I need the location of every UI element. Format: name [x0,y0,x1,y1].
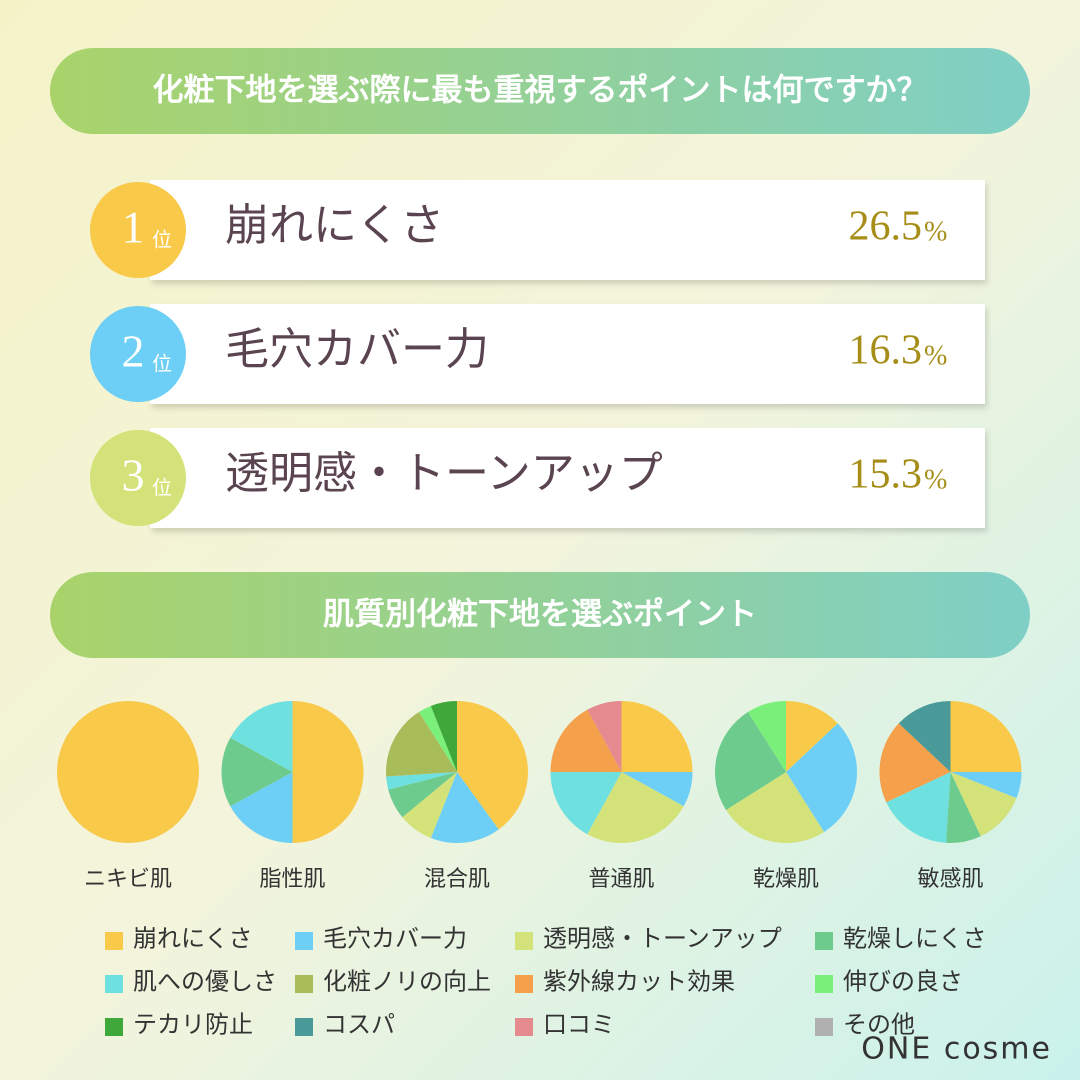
pie-title: 敏感肌 [917,867,983,892]
pie-slice [587,701,622,772]
rank-card [150,304,985,404]
rank-value: 15.3 [849,452,923,498]
pie-slice [950,701,1022,772]
legend-swatch [815,1018,833,1036]
pie-slice [950,772,1022,799]
rank-number: 1 [122,202,145,253]
rank-suffix: 位 [152,477,172,500]
pie-slice [786,701,838,772]
rank-unit: % [924,464,947,495]
title: 化粧下地を選ぶ際に最も重視するポイントは何ですか？ [153,73,928,109]
legend-swatch [295,1018,313,1036]
legend-swatch [515,975,533,993]
rank-label: 毛穴カバー力 [225,325,489,374]
pie-slice [621,701,693,772]
rank-unit: % [924,340,947,371]
pie-slice [550,709,622,772]
rank-badge [90,430,186,526]
rank-suffix: 位 [152,229,172,252]
pie-slice [950,772,1017,837]
pie-title: 脂性肌 [259,867,325,892]
pie-slice [550,772,622,835]
pie-slice [457,701,528,830]
pie-slice [587,772,684,843]
legend-swatch [295,932,313,950]
rank-label: 透明感・トーンアップ [225,449,663,498]
pie-title: 普通肌 [588,867,654,892]
pie-slice [430,772,499,843]
pie-slice [386,712,457,777]
chart-banner [50,572,1030,658]
pie-slice [386,772,457,790]
legend-label: 崩れにくさ [133,926,253,953]
pie-slice [292,701,364,843]
pie-slice [57,701,199,843]
rank-value: 26.5 [849,204,923,250]
pie-slice [879,723,951,803]
pie-slice [418,705,457,772]
legend-swatch [515,932,533,950]
legend-swatch [105,1018,123,1036]
pie-slice [621,772,693,807]
pie-title: ニキビ肌 [84,867,172,892]
rank-badge [90,182,186,278]
pie-slice [726,772,825,843]
pie-slice [230,772,293,844]
legend-swatch [295,975,313,993]
chart-heading: 肌質別化粧下地を選ぶポイント [323,597,757,633]
pie-title: 混合肌 [424,867,490,892]
legend-label: 肌への優しさ [133,969,277,996]
pie-slice [886,772,951,843]
legend-label: 紫外線カット効果 [543,969,735,996]
legend-swatch [105,975,123,993]
title-banner [50,48,1030,134]
rank-number: 3 [122,450,145,501]
legend-label: 口コミ [543,1013,615,1039]
legend-label: その他 [843,1012,915,1039]
pie-slice [230,701,293,772]
pie-slice [402,772,457,839]
pie-slice [946,772,981,844]
legend-swatch [815,932,833,950]
legend-swatch [815,975,833,993]
pie-slice [747,701,786,772]
pie-charts: ニキビ肌 脂性肌 混合肌 普通肌 乾燥肌 敏感肌 [57,701,1022,892]
pie-slice [430,701,457,772]
legend-label: 化粧ノリの向上 [323,969,491,996]
rank-card [150,428,985,528]
rank-label: 崩れにくさ [225,201,444,250]
legend-label: コスパ [323,1013,395,1039]
rank-value: 16.3 [849,328,923,374]
pie-slice [898,701,951,772]
rank-badge [90,306,186,402]
rank-number: 2 [122,326,145,377]
pie-slice [221,737,293,807]
legend-label: 毛穴カバー力 [323,926,467,953]
legend-swatch [105,932,123,950]
legend-label: 伸びの良さ [843,969,963,996]
rank-suffix: 位 [152,353,172,376]
legend-label: 透明感・トーンアップ [543,926,782,953]
rank-unit: % [924,216,947,247]
pie-slice [786,723,857,832]
legend-label: テカリ防止 [133,1012,253,1039]
rank-card [150,180,985,280]
pie-title: 乾燥肌 [753,867,819,892]
ranking: 1 位崩れにくさ 26.5 %2 位毛穴カバー力 16.3 %3 位透明感・トーンアップ 15.… [90,180,985,528]
pie-slice [715,712,786,811]
legend-swatch [515,1018,533,1036]
legend-label: 乾燥しにくさ [843,926,987,953]
pie-slice [388,772,457,818]
brand: ONE cosme [861,1032,1052,1067]
